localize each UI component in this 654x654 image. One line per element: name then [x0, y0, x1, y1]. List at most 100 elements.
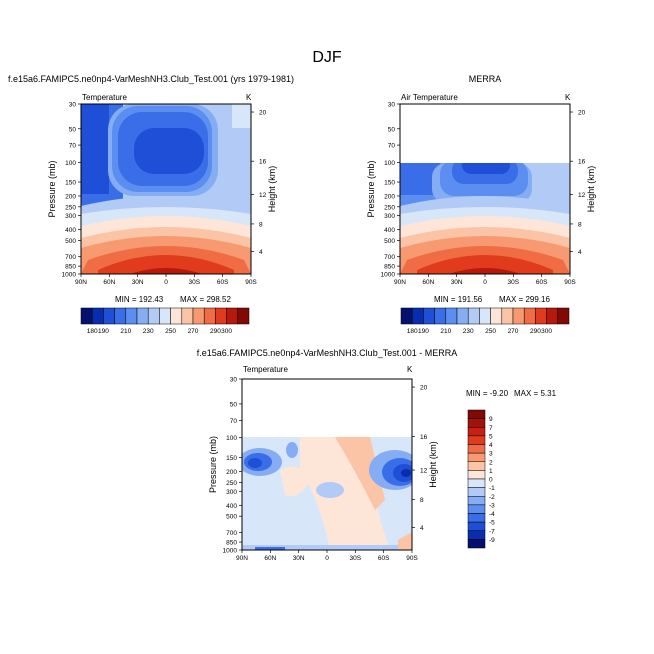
colorbar-swatch	[467, 444, 486, 454]
colorbar-swatch	[181, 307, 194, 325]
height-axis-label: Height (km)	[428, 441, 438, 488]
height-tick-label: 4	[578, 249, 582, 256]
colorbar-label: 290	[210, 328, 221, 335]
colorbar-label: 250	[485, 328, 496, 335]
height-tick-label: 16	[259, 159, 267, 166]
pressure-axis-label: Pressure (mb)	[47, 160, 57, 217]
colorbar-swatch	[80, 307, 93, 325]
lat-tick-label: 30S	[189, 279, 201, 286]
pressure-tick-label: 700	[384, 254, 395, 261]
colorbar-swatch	[456, 307, 469, 325]
pressure-tick-label: 70	[388, 143, 396, 150]
pressure-tick-label: 30	[388, 102, 396, 109]
height-tick-label: 20	[578, 110, 586, 117]
panel-diff: f.e15a6.FAMIPC5.ne0np4-VarMeshNH3.Club_T…	[197, 348, 557, 562]
colorbar-swatch	[226, 307, 239, 325]
colorbar-swatch	[215, 307, 227, 325]
panel-diff-colorbar: 9 75 4 32 1 0-1 -2-3 -4 -5-7 -9	[467, 409, 495, 549]
colorbar-label: 4	[489, 442, 493, 449]
lat-tick-label: 30N	[132, 279, 144, 286]
lat-tick-label: 30S	[508, 279, 520, 286]
lat-tick-label: 90S	[245, 279, 257, 286]
colorbar-swatch	[136, 307, 149, 325]
lat-tick-label: 90N	[75, 279, 87, 286]
panel-obs: MERRA Air Temperature K 3050701001502002…	[366, 74, 596, 335]
height-tick-label: 4	[420, 525, 424, 532]
panel-diff-left-label: Temperature	[243, 365, 288, 374]
colorbar-label: 300	[541, 328, 552, 335]
pressure-tick-label: 50	[230, 401, 238, 408]
pressure-tick-label: 200	[384, 193, 395, 200]
pressure-tick-label: 70	[230, 418, 238, 425]
pressure-tick-label: 300	[226, 489, 237, 496]
colorbar-label: 3	[489, 451, 493, 458]
lat-tick-label: 0	[325, 555, 329, 562]
height-tick-label: 20	[259, 110, 267, 117]
panel-model-colorbar: 180 190 210 230 250 270 290 300	[80, 307, 250, 335]
colorbar-swatch	[479, 307, 491, 325]
pressure-axis-label: Pressure (mb)	[208, 436, 218, 493]
colorbar-swatch	[91, 307, 104, 325]
pressure-tick-label: 200	[65, 193, 76, 200]
colorbar-label: 210	[120, 328, 131, 335]
colorbar-swatch	[467, 496, 486, 506]
height-tick-label: 8	[578, 221, 582, 228]
pressure-tick-label: 50	[69, 126, 77, 133]
colorbar-swatch	[467, 521, 486, 531]
height-tick-label: 20	[420, 385, 428, 392]
colorbar-swatch	[467, 478, 486, 488]
panel-obs-max: MAX = 299.16	[499, 295, 550, 304]
colorbar-label: -3	[489, 502, 495, 509]
colorbar-label: -5	[489, 520, 495, 527]
colorbar-label: 1	[489, 468, 493, 475]
colorbar-swatch	[192, 307, 205, 325]
panel-diff-title: f.e15a6.FAMIPC5.ne0np4-VarMeshNH3.Club_T…	[197, 348, 457, 358]
pressure-tick-label: 150	[226, 455, 237, 462]
pressure-tick-label: 1000	[381, 272, 396, 279]
lat-tick-label: 60S	[378, 555, 390, 562]
colorbar-swatch	[467, 452, 486, 462]
lat-tick-label: 90N	[236, 555, 248, 562]
height-tick-label: 4	[259, 249, 263, 256]
pressure-tick-label: 30	[230, 377, 238, 384]
lat-tick-label: 0	[164, 279, 168, 286]
colorbar-label: 230	[143, 328, 154, 335]
colorbar-swatch	[434, 307, 447, 325]
colorbar-label: 2	[489, 459, 493, 466]
pressure-tick-label: 700	[65, 254, 76, 261]
pressure-tick-label: 400	[65, 227, 76, 234]
pressure-axis-label: Pressure (mb)	[366, 160, 376, 217]
panel-diff-plot	[242, 379, 412, 550]
pressure-tick-label: 70	[69, 143, 77, 150]
colorbar-swatch	[125, 307, 138, 325]
colorbar-label: -7	[489, 528, 495, 535]
colorbar-swatch	[467, 539, 486, 549]
pressure-tick-label: 30	[69, 102, 77, 109]
panel-obs-title: MERRA	[469, 74, 502, 84]
colorbar-swatch	[411, 307, 424, 325]
panel-model: f.e15a6.FAMIPC5.ne0np4-VarMeshNH3.Club_T…	[8, 74, 294, 335]
panel-diff-right-label: K	[407, 365, 413, 374]
colorbar-label: 270	[508, 328, 519, 335]
colorbar-swatch	[400, 307, 413, 325]
pressure-tick-label: 1000	[223, 548, 238, 555]
lat-tick-label: 60N	[264, 555, 276, 562]
lat-tick-label: 60S	[217, 279, 229, 286]
pressure-tick-label: 200	[226, 469, 237, 476]
pressure-tick-label: 100	[226, 435, 237, 442]
lat-tick-label: 0	[483, 279, 487, 286]
colorbar-swatch	[467, 307, 480, 325]
lat-tick-label: 30S	[350, 555, 362, 562]
panel-obs-right-label: K	[565, 93, 571, 102]
lat-tick-label: 90S	[406, 555, 418, 562]
panel-model-left-label: Temperature	[82, 93, 127, 102]
pressure-tick-label: 100	[384, 160, 395, 167]
pressure-tick-label: 250	[226, 480, 237, 487]
colorbar-label: 5	[489, 433, 493, 440]
pressure-tick-label: 850	[384, 264, 395, 271]
pressure-tick-label: 100	[65, 160, 76, 167]
colorbar-label: 300	[221, 328, 232, 335]
